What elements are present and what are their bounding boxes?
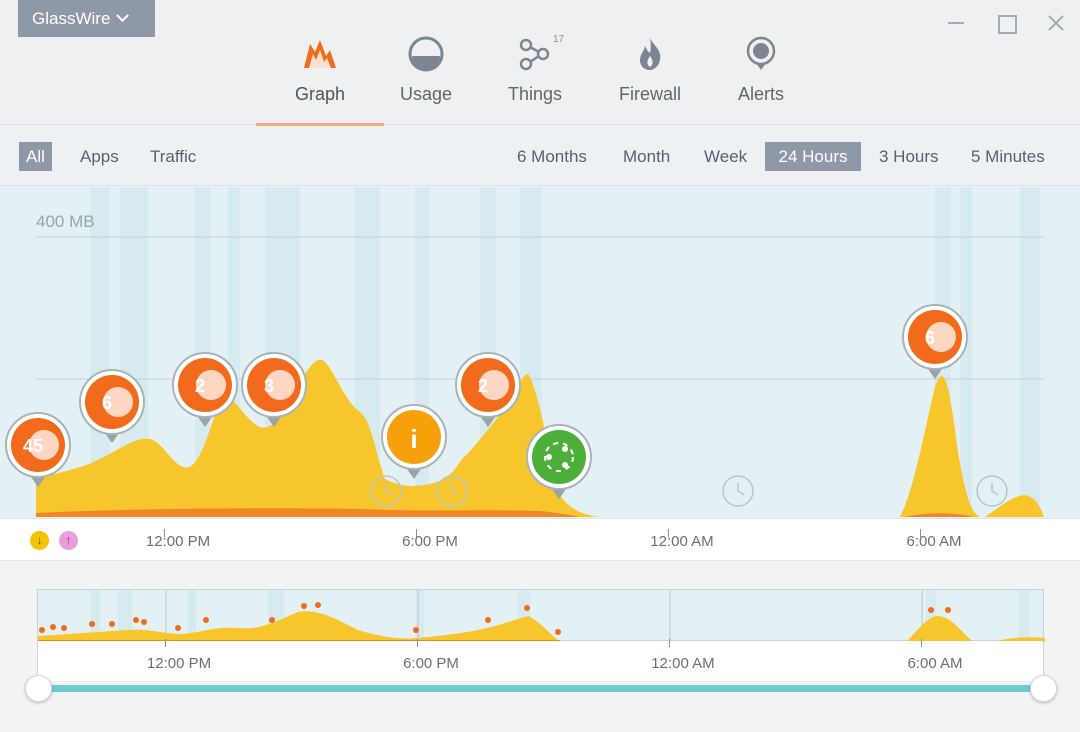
clock-icons	[370, 475, 1008, 507]
download-tail-area	[985, 495, 1044, 517]
overview-time-label-12pm: 12:00 PM	[146, 655, 212, 672]
time-tick	[416, 529, 417, 537]
range-24-hours[interactable]: 24 Hours	[765, 142, 861, 171]
alert-pin-6-count: 6	[925, 328, 935, 348]
alerts-icon	[746, 36, 776, 70]
minimize-button[interactable]	[945, 12, 967, 34]
network-pin	[526, 424, 592, 499]
time-tick	[669, 639, 670, 647]
time-label-6pm: 6:00 PM	[402, 533, 458, 550]
tab-graph-label: Graph	[294, 84, 346, 104]
alert-pin-1-count: 45	[23, 436, 43, 456]
alert-pin-2: 6	[79, 369, 145, 443]
tab-firewall[interactable]: Firewall	[598, 30, 702, 125]
tab-usage-label: Usage	[399, 84, 453, 104]
range-5-minutes[interactable]: 5 Minutes	[971, 147, 1045, 166]
things-count-badge: 17	[553, 34, 565, 45]
tab-things-label: Things	[507, 84, 563, 104]
filter-apps[interactable]: Apps	[80, 147, 119, 166]
time-label-12am: 12:00 AM	[650, 533, 714, 550]
graph-icon	[304, 40, 336, 68]
tab-firewall-label: Firewall	[618, 84, 681, 104]
maximize-button[interactable]	[995, 12, 1017, 34]
filter-bar: All Apps Traffic 6 Months Month Week 24 …	[0, 126, 1080, 186]
overview-time-label-6am: 6:00 AM	[907, 655, 963, 672]
range-slider-start-handle[interactable]	[25, 675, 52, 702]
alert-pin-5-count: 2	[478, 376, 488, 396]
tab-usage[interactable]: Usage	[374, 30, 478, 125]
range-slider-track[interactable]	[40, 685, 1040, 692]
overview-graph[interactable]	[37, 589, 1045, 642]
info-pin-label: i	[410, 424, 417, 454]
download-legend-icon[interactable]: ↓	[30, 531, 49, 550]
time-label-12pm: 12:00 PM	[145, 533, 211, 550]
range-3-hours[interactable]: 3 Hours	[879, 147, 939, 166]
overview-graph-canvas	[38, 590, 1045, 642]
things-icon	[519, 38, 550, 71]
filter-traffic[interactable]: Traffic	[150, 147, 197, 166]
range-week[interactable]: Week	[704, 147, 748, 166]
time-tick	[417, 639, 418, 647]
y-axis-label: 400 MB	[36, 212, 95, 231]
overview-time-label-6pm: 6:00 PM	[403, 655, 459, 672]
tab-graph[interactable]: Graph	[256, 30, 384, 126]
filter-all[interactable]: All	[19, 142, 52, 171]
overview-time-axis: 12:00 PM 6:00 PM 12:00 AM 6:00 AM	[37, 639, 1044, 681]
overview-time-label-12am: 12:00 AM	[651, 655, 715, 672]
time-axis: ↓ ↑ 12:00 PM 6:00 PM 12:00 AM 6:00 AM	[0, 518, 1080, 561]
range-6-months[interactable]: 6 Months	[517, 147, 587, 166]
time-tick	[921, 639, 922, 647]
alert-pin-5: 2	[455, 352, 521, 427]
time-tick	[164, 529, 165, 537]
tab-things[interactable]: 17 Things	[483, 30, 587, 125]
upload-spike-area	[905, 513, 975, 517]
usage-icon	[408, 36, 444, 72]
app-menu-button[interactable]: GlassWire	[18, 0, 155, 37]
alert-pin-3: 2	[172, 352, 238, 427]
time-tick	[668, 529, 669, 537]
upload-area	[36, 508, 580, 517]
alert-pin-6: 6	[902, 304, 968, 379]
time-tick	[165, 639, 166, 647]
close-button[interactable]	[1045, 12, 1067, 34]
alert-pin-1: 45	[5, 412, 71, 487]
range-slider-end-handle[interactable]	[1030, 675, 1057, 702]
app-menu-label: GlassWire	[32, 8, 111, 28]
top-bar: GlassWire Graph Usage 17 Things	[0, 0, 1080, 126]
download-spike-area	[900, 376, 980, 517]
tab-alerts-label: Alerts	[737, 84, 784, 104]
firewall-icon	[640, 38, 661, 70]
tab-alerts[interactable]: Alerts	[709, 30, 813, 125]
alert-pin-4-count: 3	[264, 376, 274, 396]
traffic-graph-canvas: 45 6 2 3 i	[5, 187, 1044, 517]
time-tick	[920, 529, 921, 537]
upload-legend-icon[interactable]: ↑	[59, 531, 78, 550]
range-month[interactable]: Month	[623, 147, 671, 166]
alert-pin-4: 3	[241, 352, 307, 427]
info-pin: i	[381, 404, 447, 479]
overview-panel: 12:00 PM 6:00 PM 12:00 AM 6:00 AM	[0, 561, 1080, 732]
chevron-down-icon	[116, 9, 130, 23]
time-label-6am: 6:00 AM	[906, 533, 962, 550]
traffic-graph[interactable]: 45 6 2 3 i	[0, 187, 1080, 517]
alert-pin-3-count: 2	[195, 376, 205, 396]
alert-pin-2-count: 6	[102, 393, 112, 413]
